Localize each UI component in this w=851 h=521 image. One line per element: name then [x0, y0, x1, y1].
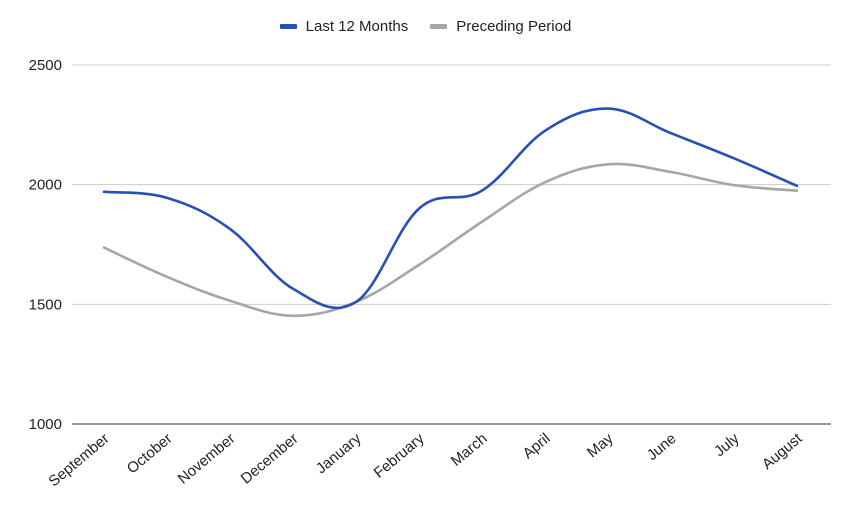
y-tick-label: 1000 — [29, 416, 62, 433]
x-tick-label: December — [238, 430, 302, 488]
chart-legend: Last 12 Months Preceding Period — [0, 18, 851, 35]
x-tick-label: May — [584, 430, 617, 462]
x-tick-label: March — [448, 430, 491, 470]
series-line-preceding-period — [102, 162, 799, 318]
x-tick-label: August — [759, 430, 806, 474]
legend-label-last-12-months: Last 12 Months — [305, 18, 409, 35]
legend-swatch-preceding-period — [430, 24, 448, 29]
x-tick-label: October — [124, 430, 176, 477]
x-tick-label: September — [45, 430, 112, 490]
x-tick-label: April — [520, 430, 554, 462]
x-tick-label: January — [313, 430, 365, 478]
series-line-last-12-months — [102, 107, 799, 310]
legend-item-preceding-period[interactable]: Preceding Period — [430, 18, 571, 35]
x-tick-label: June — [644, 430, 680, 464]
x-tick-label: February — [371, 430, 428, 482]
y-tick-label: 2000 — [29, 177, 62, 194]
y-tick-label: 1500 — [29, 296, 62, 313]
legend-label-preceding-period: Preceding Period — [456, 18, 572, 35]
x-tick-label: July — [711, 430, 743, 460]
legend-item-last-12-months[interactable]: Last 12 Months — [279, 18, 409, 35]
legend-swatch-last-12-months — [279, 24, 297, 29]
x-tick-label: November — [175, 430, 239, 488]
y-tick-label: 2500 — [29, 57, 62, 74]
